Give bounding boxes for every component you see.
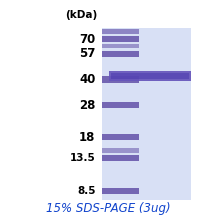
Bar [102,28,191,200]
Text: (kDa): (kDa) [65,10,97,20]
Text: 8.5: 8.5 [77,186,95,196]
Bar [102,134,139,140]
Text: 40: 40 [79,73,95,86]
Text: 28: 28 [79,99,95,112]
Text: 13.5: 13.5 [70,153,95,163]
Bar [102,29,139,34]
Bar [102,148,139,153]
Bar [102,188,139,194]
Bar [102,51,139,57]
Bar [102,102,139,108]
Bar [108,71,191,81]
Text: 57: 57 [79,47,95,60]
Text: 18: 18 [79,131,95,144]
Bar [102,36,139,42]
Bar [102,155,139,161]
Bar [102,76,139,82]
Text: 70: 70 [79,33,95,46]
Bar [111,73,189,79]
Bar [102,44,139,48]
Text: 15% SDS-PAGE (3ug): 15% SDS-PAGE (3ug) [46,202,171,215]
